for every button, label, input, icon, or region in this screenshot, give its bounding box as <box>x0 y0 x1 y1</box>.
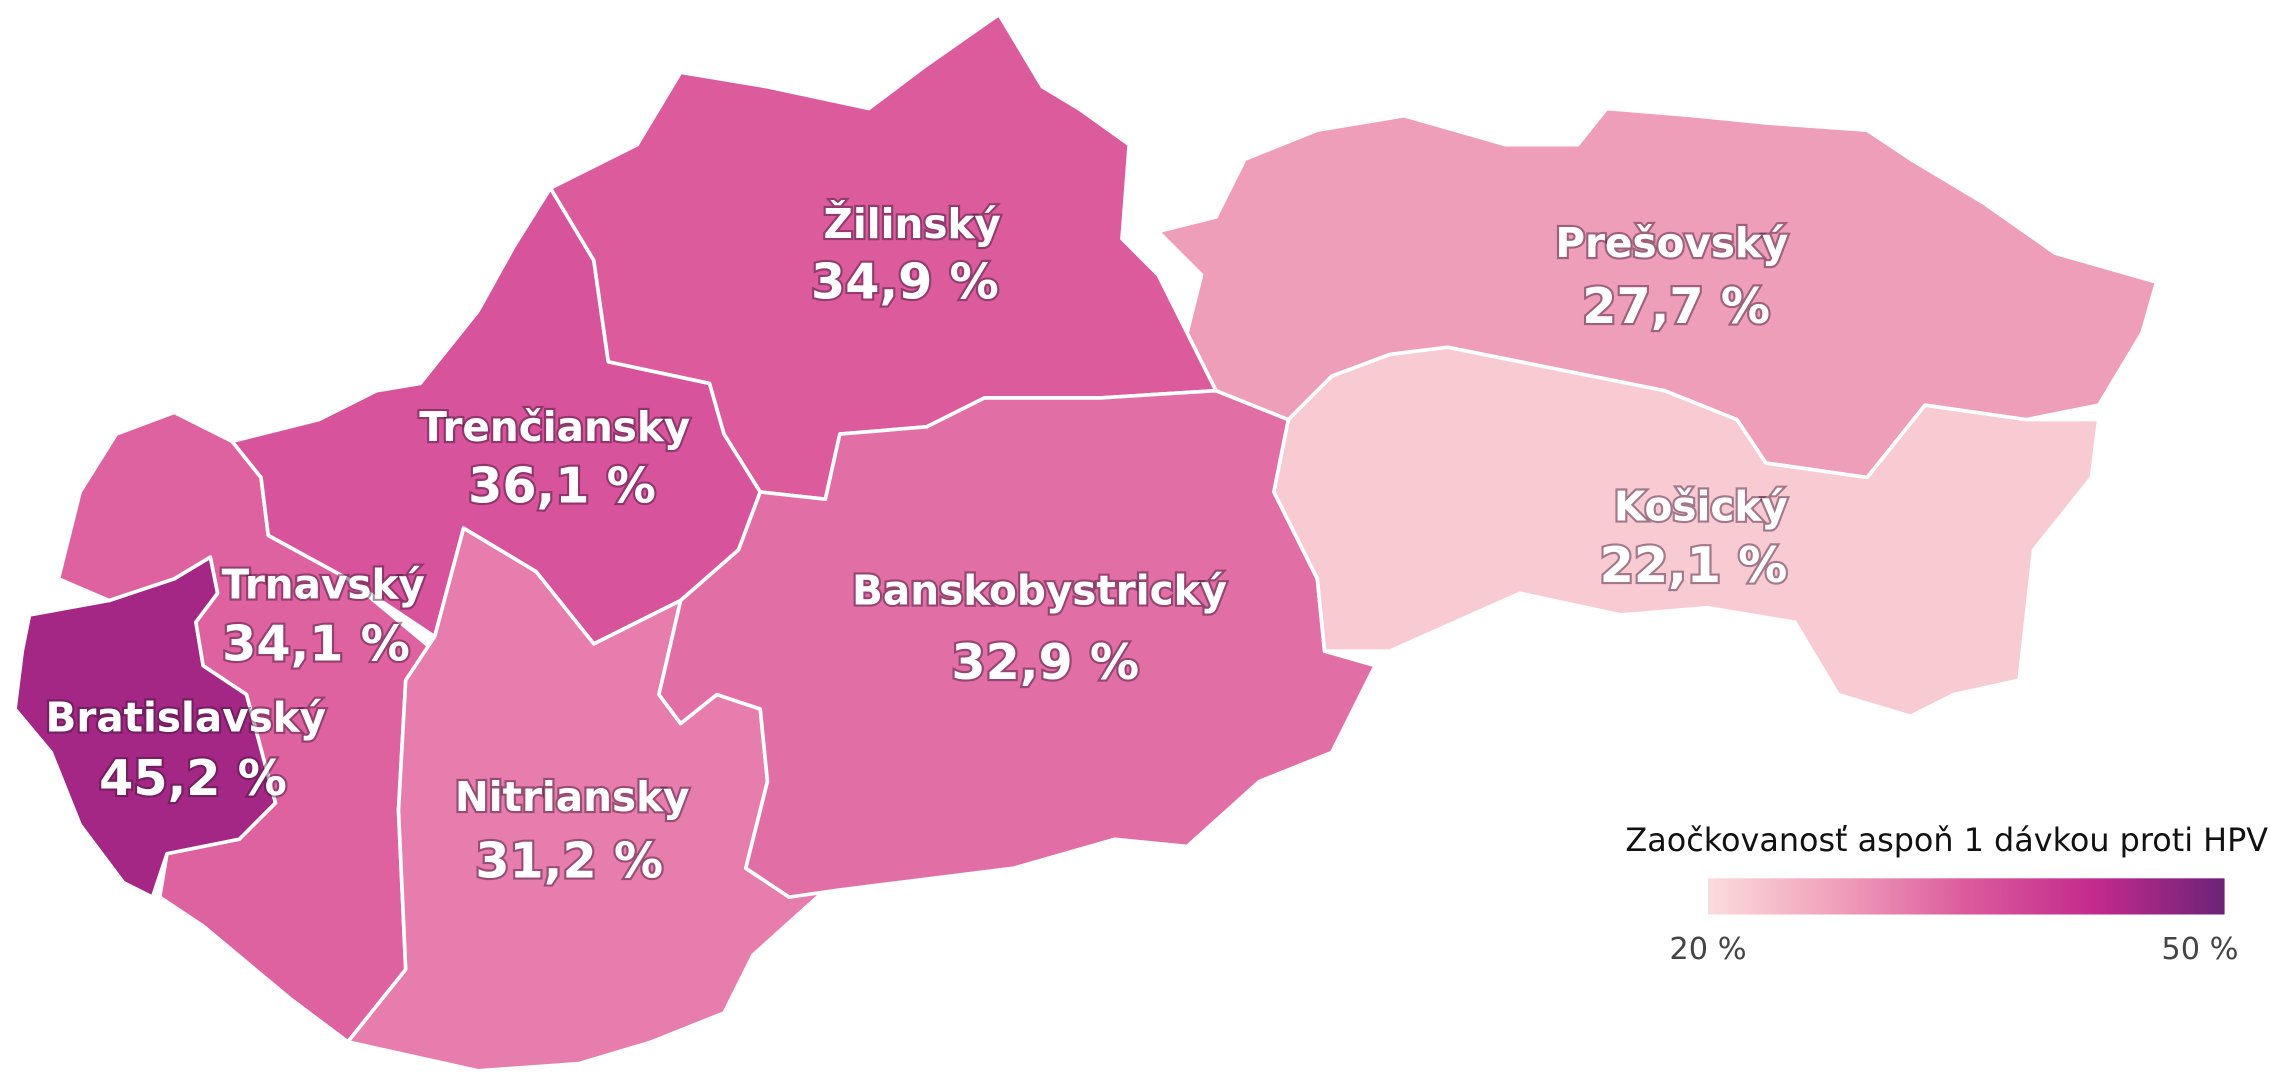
region-name: Žilinský <box>824 200 1001 248</box>
region-value: 34,1 % <box>222 614 410 672</box>
legend-min-label: 20 % <box>1669 932 1746 967</box>
region-banskobystricky <box>657 388 1378 899</box>
legend-title: Zaočkovanosť aspoň 1 dávkou proti HPV <box>1625 821 2268 859</box>
region-name: Banskobystrický <box>852 566 1227 614</box>
region-value: 22,1 % <box>1600 536 1788 594</box>
region-value: 36,1 % <box>468 457 656 515</box>
region-value: 31,2 % <box>475 831 663 889</box>
legend-max-label: 50 % <box>2161 932 2238 967</box>
regions <box>13 12 2159 1073</box>
region-name: Trenčiansky <box>419 403 690 451</box>
region-value: 27,7 % <box>1582 277 1770 335</box>
region-value: 34,9 % <box>811 253 999 311</box>
region-name: Trnavský <box>222 560 425 608</box>
region-value: 45,2 % <box>99 749 287 807</box>
region-value: 32,9 % <box>951 633 1139 691</box>
region-kosicky <box>1272 345 2101 719</box>
region-name: Košický <box>1614 482 1788 530</box>
region-name: Nitriansky <box>455 773 690 821</box>
region-name: Bratislavský <box>45 694 326 742</box>
legend-gradient <box>1708 878 2225 915</box>
region-name: Prešovský <box>1555 219 1788 267</box>
region-labels: Bratislavský 45,2 % Trnavský 34,1 % Tren… <box>43 198 1790 892</box>
legend: Zaočkovanosť aspoň 1 dávkou proti HPV 20… <box>1625 821 2268 967</box>
